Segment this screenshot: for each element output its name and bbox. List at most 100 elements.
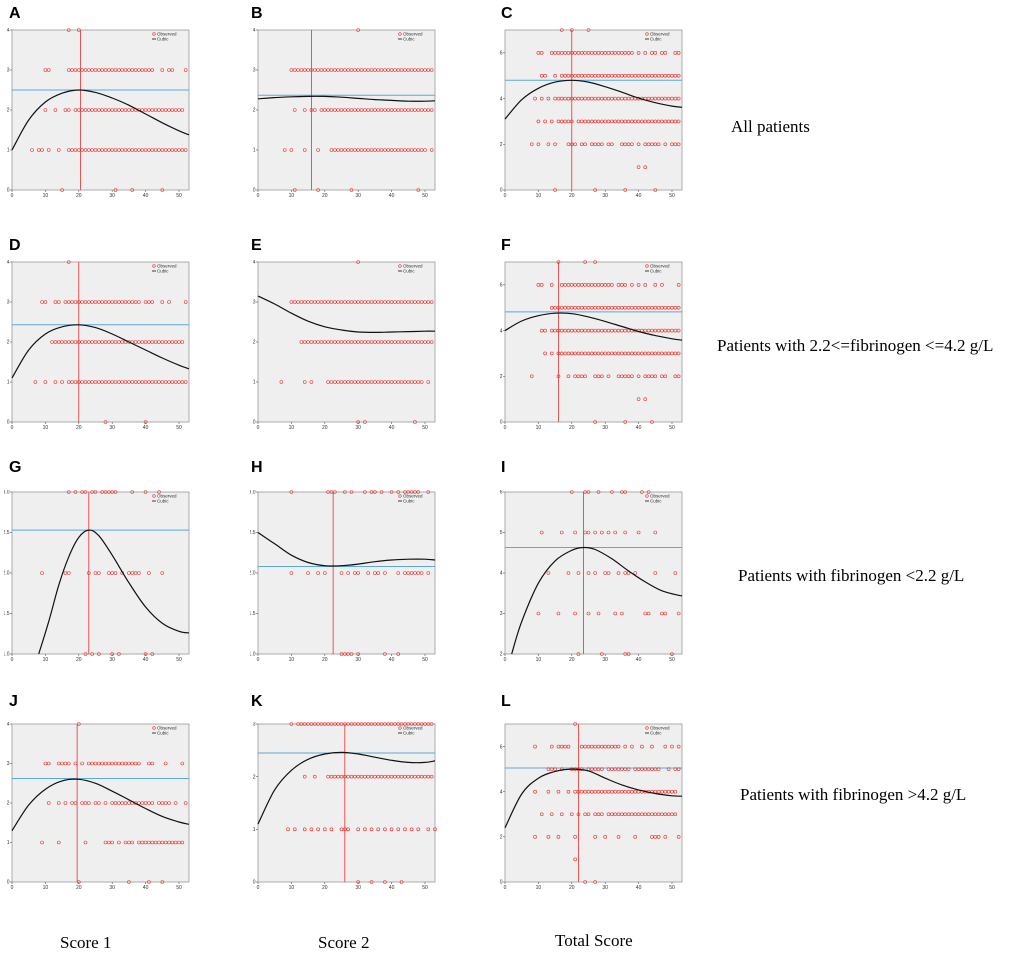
- observed-point: [110, 571, 114, 575]
- observed-point: [50, 340, 54, 344]
- cubic-curve: [38, 529, 190, 655]
- observed-point: [543, 328, 547, 333]
- observed-point: [93, 490, 98, 494]
- observed-point: [590, 119, 594, 124]
- observed-point: [593, 880, 597, 884]
- observed-point: [429, 68, 434, 72]
- observed-point: [600, 374, 604, 379]
- observed-point: [653, 571, 658, 575]
- observed-point: [56, 340, 61, 344]
- y-tick-label: 1: [253, 827, 256, 833]
- observed-point: [403, 68, 407, 72]
- observed-point: [623, 767, 628, 771]
- observed-point: [533, 835, 537, 839]
- x-tick-label: 20: [76, 885, 82, 890]
- observed-point: [319, 68, 324, 72]
- y-tick-label: 1.0: [250, 652, 256, 658]
- observed-point: [593, 812, 597, 817]
- observed-point: [333, 774, 337, 779]
- observed-point: [666, 351, 671, 356]
- legend-cubic-label: Cubic: [650, 499, 662, 504]
- observed-point: [170, 148, 175, 152]
- observed-point: [593, 305, 597, 310]
- observed-point: [100, 761, 104, 766]
- observed-point: [650, 73, 654, 78]
- observed-point: [656, 142, 661, 147]
- observed-point: [413, 108, 417, 112]
- observed-point: [416, 490, 421, 494]
- observed-point: [676, 73, 681, 78]
- observed-point: [576, 789, 581, 794]
- observed-point: [147, 880, 151, 884]
- observed-point: [596, 283, 601, 287]
- observed-point: [346, 68, 350, 72]
- observed-point: [107, 380, 111, 384]
- observed-point: [90, 761, 94, 766]
- observed-point: [66, 761, 71, 766]
- observed-point: [386, 108, 391, 112]
- observed-point: [97, 380, 101, 384]
- observed-point: [396, 68, 401, 72]
- observed-point: [173, 340, 178, 344]
- observed-point: [383, 827, 387, 832]
- observed-point: [339, 148, 344, 152]
- observed-point: [603, 835, 607, 839]
- observed-point: [147, 340, 151, 344]
- observed-point: [349, 774, 354, 779]
- observed-point: [593, 420, 597, 424]
- observed-point: [426, 380, 431, 384]
- observed-point: [376, 340, 381, 344]
- observed-point: [299, 300, 304, 304]
- row-label-normal-fibrinogen: Patients with 2.2<=fibrinogen <=4.2 g/L: [717, 336, 994, 355]
- observed-point: [343, 300, 347, 304]
- observed-point: [113, 340, 118, 344]
- plot-area: [257, 723, 436, 883]
- observed-point: [596, 73, 601, 78]
- y-tick-label: 2.5: [250, 530, 256, 536]
- observed-point: [120, 801, 125, 805]
- observed-point: [289, 148, 294, 152]
- x-tick-label: 0: [504, 193, 507, 198]
- observed-point: [170, 840, 175, 845]
- observed-point: [127, 840, 131, 845]
- observed-point: [389, 68, 394, 72]
- observed-point: [383, 108, 387, 112]
- observed-point: [623, 328, 628, 333]
- observed-point: [147, 108, 151, 112]
- observed-point: [596, 119, 601, 124]
- observed-point: [620, 767, 624, 771]
- observed-point: [349, 652, 354, 656]
- observed-point: [107, 840, 111, 845]
- observed-point: [559, 119, 564, 124]
- observed-point: [356, 652, 360, 656]
- observed-point: [316, 827, 320, 832]
- y-tick-label: 3.0: [4, 490, 10, 496]
- observed-point: [403, 340, 407, 344]
- cubic-curve: [257, 95, 436, 102]
- observed-point: [333, 148, 337, 152]
- x-tick-label: 10: [536, 425, 542, 430]
- observed-point: [147, 840, 151, 845]
- x-tick-label: 40: [389, 193, 395, 198]
- observed-point: [389, 340, 394, 344]
- observed-point: [416, 108, 421, 112]
- observed-point: [650, 812, 654, 817]
- observed-point: [133, 380, 138, 384]
- observed-point: [676, 283, 681, 287]
- observed-point: [563, 96, 567, 101]
- y-tick-label: 5: [500, 530, 503, 536]
- observed-point: [556, 835, 561, 839]
- observed-point: [389, 148, 394, 152]
- observed-point: [103, 68, 108, 72]
- observed-point: [676, 767, 681, 771]
- observed-point: [676, 835, 681, 839]
- observed-point: [339, 300, 344, 304]
- observed-point: [673, 119, 678, 124]
- observed-point: [616, 51, 621, 55]
- observed-point: [660, 351, 664, 356]
- observed-point: [569, 812, 574, 817]
- observed-point: [623, 571, 628, 575]
- observed-point: [153, 108, 158, 112]
- legend-cubic-label: Cubic: [157, 499, 169, 504]
- observed-point: [147, 761, 151, 766]
